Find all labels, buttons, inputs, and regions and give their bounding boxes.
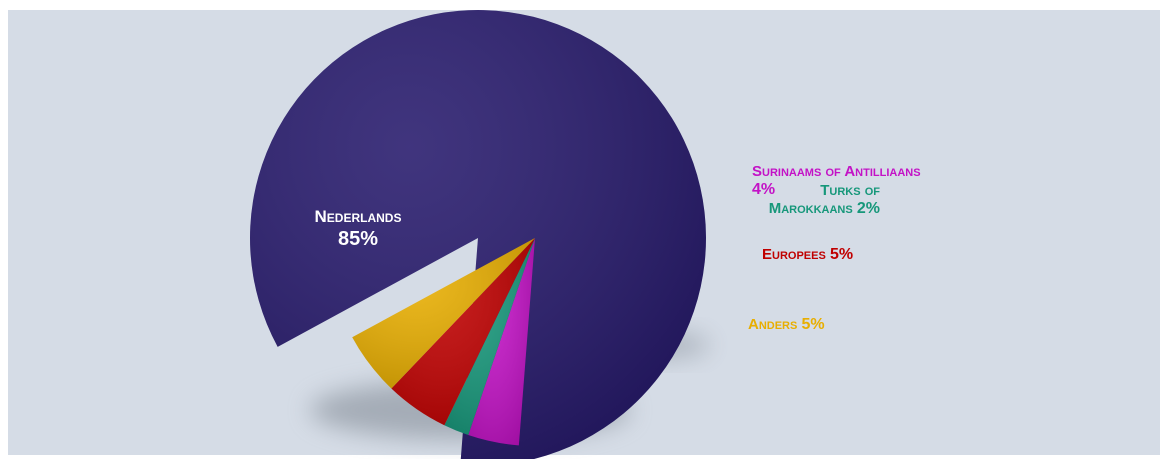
value-label: 5% — [829, 246, 854, 263]
value-label: 5% — [801, 316, 825, 333]
slice-shading — [352, 238, 535, 389]
slice-shading — [250, 10, 706, 459]
slice-shading — [391, 238, 535, 426]
slice-label: Turks of Marokkaans 2% — [760, 182, 880, 218]
slice-shading — [468, 238, 535, 446]
slice-shading — [444, 238, 535, 436]
category-label: Europees — [762, 246, 826, 263]
slice-label: Nederlands 85% — [298, 206, 418, 251]
category-label: Nederlands — [314, 207, 402, 226]
value-label: 2% — [856, 200, 880, 217]
value-label: 4% — [752, 181, 776, 198]
slice-label: Surinaams of Antilliaans 4% — [752, 163, 932, 199]
category-label: Surinaams of Antilliaans — [752, 163, 921, 180]
slice-label: Anders 5% — [748, 316, 928, 334]
slice-label: Europees 5% — [762, 246, 942, 264]
value-label: 85% — [337, 228, 379, 250]
category-label: Turks of Marokkaans — [768, 182, 880, 217]
category-label: Anders — [748, 316, 798, 333]
